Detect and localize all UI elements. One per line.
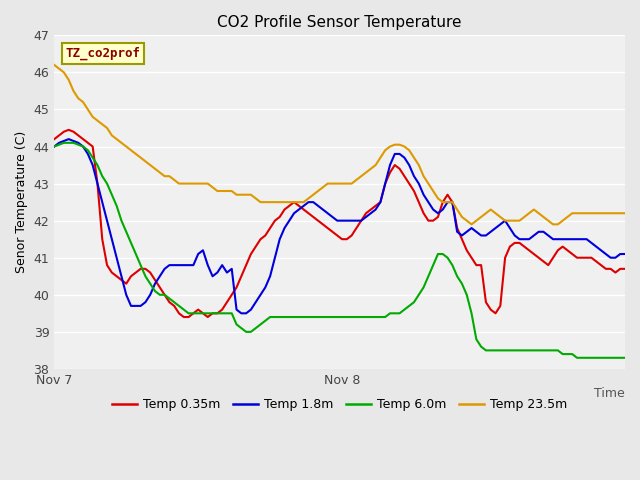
Title: CO2 Profile Sensor Temperature: CO2 Profile Sensor Temperature <box>218 15 462 30</box>
Y-axis label: Senor Temperature (C): Senor Temperature (C) <box>15 131 28 273</box>
Text: TZ_co2prof: TZ_co2prof <box>66 47 141 60</box>
Text: Time: Time <box>595 387 625 400</box>
Legend: Temp 0.35m, Temp 1.8m, Temp 6.0m, Temp 23.5m: Temp 0.35m, Temp 1.8m, Temp 6.0m, Temp 2… <box>107 393 573 416</box>
